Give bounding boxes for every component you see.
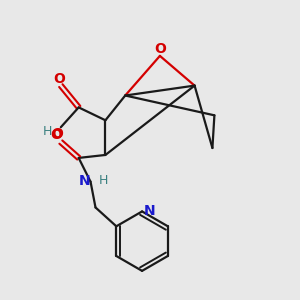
Text: N: N: [144, 204, 156, 218]
Text: H: H: [42, 125, 52, 138]
Text: O: O: [53, 72, 65, 86]
Text: N: N: [79, 174, 90, 188]
Text: O: O: [51, 127, 63, 141]
Text: H: H: [99, 174, 108, 187]
Text: O: O: [50, 128, 62, 142]
Text: O: O: [154, 42, 166, 56]
